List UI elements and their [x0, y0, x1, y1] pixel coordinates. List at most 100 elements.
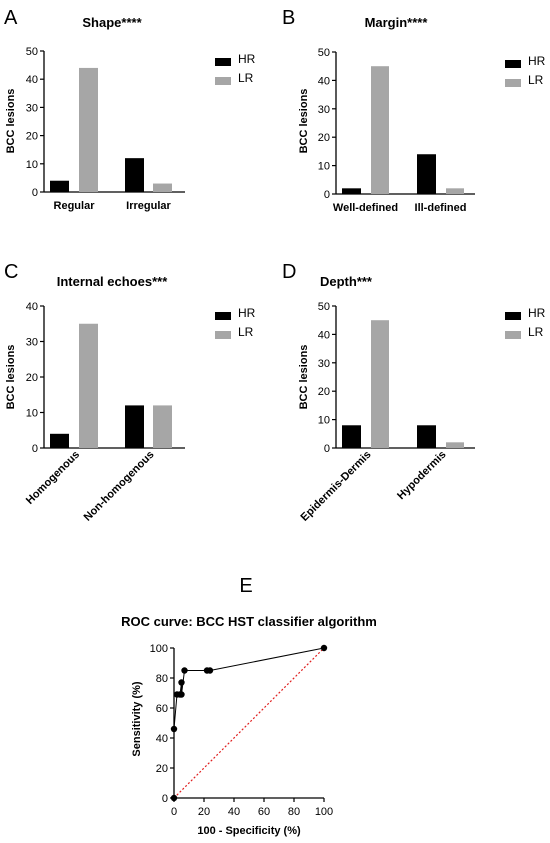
bar-lr-epidermis-dermis [371, 320, 389, 448]
y-tick-label: 40 [156, 733, 168, 745]
panel-letter-d: D [282, 261, 296, 283]
x-tick-label: Regular [54, 200, 96, 212]
panel-d: D Depth*** BCC lesions HR LR 0 10 20 30 40 50… [282, 261, 546, 524]
y-tick-label: 10 [26, 408, 38, 420]
panel-c: C Internal echoes*** BCC lesions HR LR 0… [4, 261, 256, 524]
legend-label-lr: LR [238, 325, 254, 339]
bar-lr-non-homogenous [153, 405, 172, 448]
y-tick-label: 30 [26, 337, 38, 349]
panel-letter-e: E [239, 575, 252, 597]
y-tick-label: 40 [318, 329, 330, 341]
legend-label-lr: LR [528, 325, 544, 339]
panel-letter-a: A [4, 7, 18, 29]
y-tick-label: 40 [26, 301, 38, 313]
y-tick-label: 80 [156, 673, 168, 685]
y-axis-label: BCC lesions [5, 345, 17, 410]
roc-point [178, 679, 185, 686]
legend-swatch-hr [505, 60, 521, 68]
roc-point [320, 644, 328, 652]
y-axis-label: BCC lesions [298, 89, 310, 154]
x-tick-label: Homogenous [24, 449, 82, 507]
panel-a: A Shape**** BCC lesions HR LR 0 10 20 30 40 5… [4, 7, 256, 212]
y-tick-label: 10 [318, 161, 330, 173]
y-tick-label: 20 [26, 131, 38, 143]
bar-hr-non-homogenous [125, 405, 144, 448]
y-tick-label: 20 [156, 763, 168, 775]
x-tick-label: 60 [258, 806, 270, 818]
legend-label-hr: HR [528, 54, 546, 68]
y-tick-label: 20 [318, 132, 330, 144]
x-tick-label: Epidermis-Dermis [299, 449, 374, 524]
y-tick-label: 0 [324, 189, 330, 201]
y-tick-label: 0 [32, 187, 38, 199]
y-tick-label: 50 [318, 301, 330, 313]
legend-swatch-hr [505, 312, 521, 320]
x-tick-label: Well-defined [333, 202, 398, 214]
chart-title: Depth*** [320, 274, 373, 289]
bar-lr-regular [79, 67, 98, 192]
bar-lr-irregular [153, 183, 172, 192]
x-tick-label: Irregular [126, 200, 171, 212]
legend-label-hr: HR [238, 52, 256, 66]
x-tick-label: 0 [171, 806, 177, 818]
x-tick-label: 100 [315, 806, 333, 818]
y-tick-label: 0 [32, 443, 38, 455]
bar-hr-epidermis-dermis [342, 425, 361, 448]
bar-hr-homogenous [50, 433, 69, 448]
y-tick-label: 10 [26, 159, 38, 171]
roc-point [170, 794, 178, 802]
y-tick-label: 50 [318, 47, 330, 59]
bar-hr-hypodermis [417, 425, 436, 448]
x-tick-label: 20 [198, 806, 210, 818]
y-tick-label: 40 [26, 74, 38, 86]
bar-hr-ill-defined [417, 154, 436, 194]
legend-swatch-lr [505, 331, 521, 339]
legend-swatch-lr [215, 331, 231, 339]
x-tick-label: Non-homogenous [82, 449, 157, 524]
legend-label-lr: LR [238, 71, 254, 85]
bar-lr-homogenous [79, 323, 98, 448]
y-tick-label: 20 [26, 372, 38, 384]
x-tick-label: Ill-defined [415, 202, 467, 214]
legend-swatch-hr [215, 58, 231, 66]
y-tick-label: 50 [26, 46, 38, 58]
roc-point [206, 667, 214, 674]
roc-point [181, 667, 188, 674]
y-tick-label: 0 [162, 793, 168, 805]
y-axis-label: BCC lesions [298, 345, 310, 410]
x-tick-label: 40 [228, 806, 240, 818]
y-tick-label: 30 [318, 358, 330, 370]
legend-label-hr: HR [238, 306, 256, 320]
bar-hr-regular [50, 180, 69, 192]
chart-title: Margin**** [365, 15, 429, 30]
bar-lr-well-defined [371, 66, 389, 194]
roc-point [170, 725, 178, 733]
y-axis-label: Sensitivity (%) [131, 681, 143, 757]
bar-hr-irregular [125, 158, 144, 192]
legend-swatch-hr [215, 312, 231, 320]
panel-e: E ROC curve: BCC HST classifier algorith… [121, 575, 377, 837]
bar-hr-well-defined [342, 188, 361, 194]
panel-letter-c: C [4, 261, 18, 283]
x-tick-label: 80 [288, 806, 300, 818]
x-axis-label: 100 - Specificity (%) [197, 825, 301, 837]
panel-b: B Margin**** BCC lesions HR LR 0 10 20 30 40… [282, 7, 546, 214]
y-tick-label: 30 [26, 102, 38, 114]
y-axis-label: BCC lesions [5, 89, 17, 154]
y-tick-label: 0 [324, 443, 330, 455]
chart-title: ROC curve: BCC HST classifier algorithm [121, 614, 377, 629]
legend-label-lr: LR [528, 73, 544, 87]
chart-title: Internal echoes*** [57, 274, 168, 289]
y-tick-label: 100 [150, 643, 168, 655]
roc-point [178, 691, 185, 698]
legend-swatch-lr [505, 79, 521, 87]
panel-letter-b: B [282, 7, 295, 29]
y-tick-label: 10 [318, 415, 330, 427]
y-tick-label: 20 [318, 386, 330, 398]
x-tick-label: Hypodermis [395, 449, 448, 502]
bar-lr-hypodermis [446, 442, 464, 448]
y-tick-label: 60 [156, 703, 168, 715]
bar-lr-ill-defined [446, 188, 464, 194]
reference-line [173, 647, 325, 799]
